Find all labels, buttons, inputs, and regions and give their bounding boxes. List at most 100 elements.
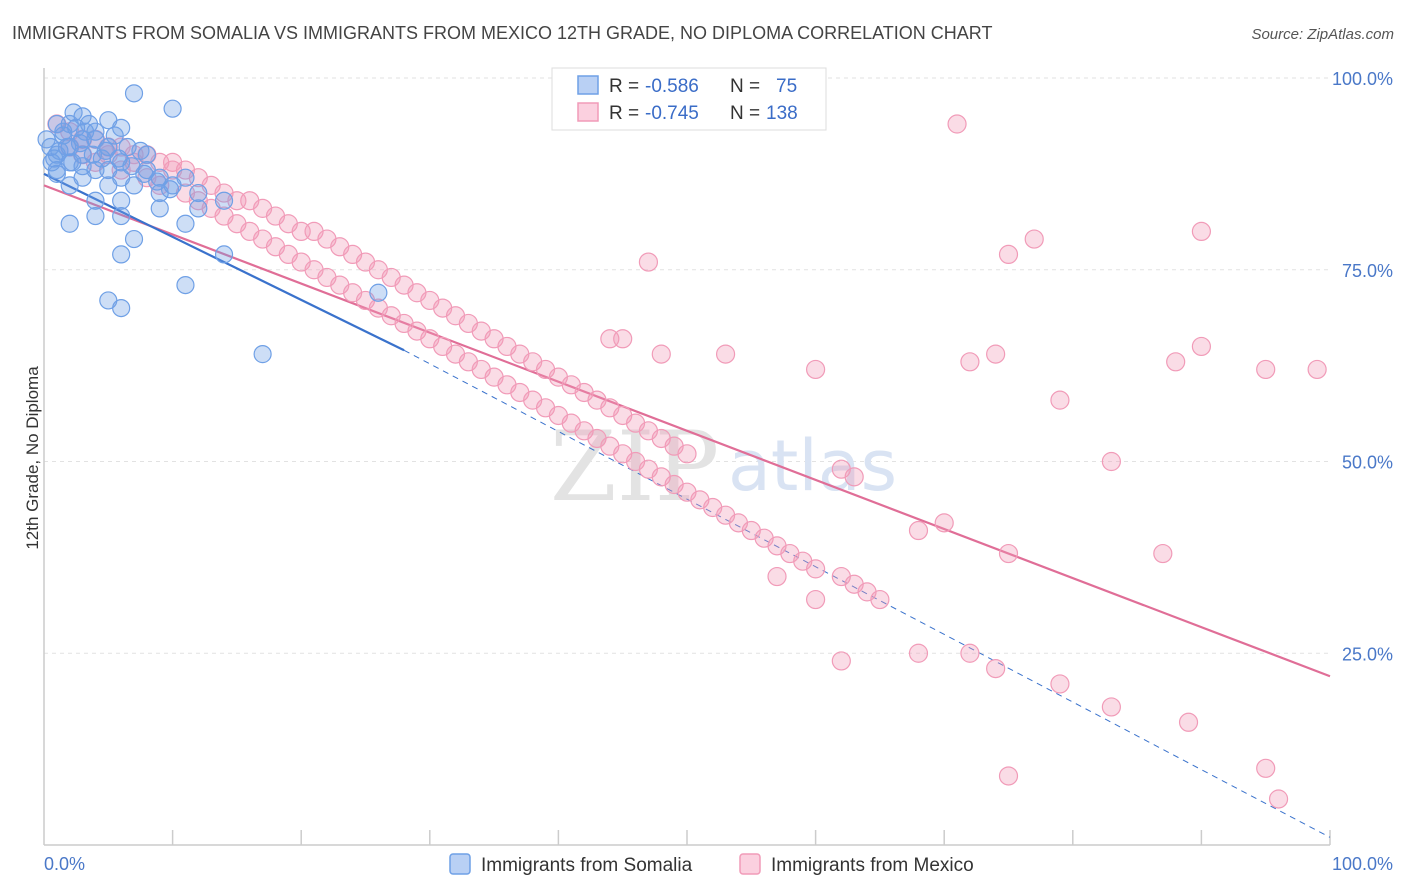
mexico-point-139 xyxy=(986,658,1006,679)
mexico-point-145 xyxy=(1268,789,1289,809)
mexico-point-124 xyxy=(998,543,1019,564)
somalia-point-25 xyxy=(189,199,208,218)
y-tick-label-1: 75.0% xyxy=(1342,261,1393,281)
watermark-atlas: atlas xyxy=(728,425,897,507)
somalia-point-54 xyxy=(124,229,144,249)
somalia-point-34 xyxy=(131,141,150,160)
mexico-point-112 xyxy=(870,589,890,610)
series-legend: Immigrants from Somalia Immigrants from … xyxy=(449,853,974,876)
legend-r-label-somalia: R = xyxy=(609,76,639,97)
x-tick-label-max: 100.0% xyxy=(1332,854,1393,874)
mexico-point-108 xyxy=(805,559,826,579)
somalia-point-23 xyxy=(86,191,105,210)
legend-n-label-mexico: N = xyxy=(730,103,760,124)
mexico-point-142 xyxy=(998,766,1019,786)
somalia-point-68 xyxy=(112,245,131,264)
mexico-point-126 xyxy=(1101,451,1121,472)
mexico-point-137 xyxy=(960,643,980,663)
mexico-point-136 xyxy=(908,520,929,541)
legend-r-mexico: -0.745 xyxy=(645,103,699,124)
somalia-point-56 xyxy=(54,126,73,145)
mexico-point-125 xyxy=(1153,543,1173,564)
mexico-point-114 xyxy=(651,344,671,364)
mexico-point-133 xyxy=(638,252,659,272)
somalia-point-71 xyxy=(112,299,131,318)
mexico-trend-line xyxy=(43,184,1331,678)
somalia-point-51 xyxy=(150,199,169,218)
somalia-point-72 xyxy=(369,283,388,302)
y-tick-label-3: 25.0% xyxy=(1342,644,1393,664)
source-label: Source: ZipAtlas.com xyxy=(1251,26,1394,43)
somalia-point-4 xyxy=(163,99,182,118)
mexico-point-141 xyxy=(1101,697,1121,717)
somalia-point-41 xyxy=(47,164,66,183)
mexico-point-127 xyxy=(1191,336,1212,357)
mexico-point-147 xyxy=(805,589,826,610)
somalia-point-3 xyxy=(124,84,144,103)
bottom-legend-somalia: Immigrants from Somalia xyxy=(481,855,693,876)
somalia-point-64 xyxy=(160,180,180,199)
somalia-point-74 xyxy=(64,103,83,122)
bottom-legend-mexico: Immigrants from Mexico xyxy=(771,855,974,876)
legend-swatch-somalia xyxy=(577,75,599,95)
somalia-trend-extension xyxy=(403,349,1331,838)
bottom-legend-swatch-mexico xyxy=(739,853,761,875)
somalia-point-42 xyxy=(112,168,131,187)
legend-r-label-mexico: R = xyxy=(609,103,639,124)
mexico-point-140 xyxy=(1050,674,1070,694)
gridlines xyxy=(44,77,1330,654)
somalia-point-40 xyxy=(73,157,92,176)
mexico-point-116 xyxy=(805,359,826,380)
mexico-point-143 xyxy=(1178,712,1199,732)
x-tick-label-min: 0.0% xyxy=(44,854,85,874)
mexico-point-122 xyxy=(1307,359,1327,380)
legend-n-label-somalia: N = xyxy=(730,76,760,97)
mexico-point-49 xyxy=(677,444,697,464)
somalia-point-66 xyxy=(42,153,61,172)
mexico-point-146 xyxy=(831,651,851,671)
somalia-point-24 xyxy=(112,191,131,210)
somalia-point-50 xyxy=(112,206,131,226)
mexico-point-132 xyxy=(613,329,633,349)
y-tick-labels: 100.0% 75.0% 50.0% 25.0% xyxy=(1332,69,1393,664)
mexico-point-128 xyxy=(998,244,1019,265)
somalia-point-46 xyxy=(176,168,195,187)
somalia-point-32 xyxy=(105,126,124,145)
somalia-point-65 xyxy=(58,137,77,157)
mexico-point-118 xyxy=(1050,390,1070,410)
mexico-point-138 xyxy=(908,643,929,663)
mexico-point-123 xyxy=(934,513,954,533)
somalia-points xyxy=(37,84,388,364)
legend-swatch-mexico xyxy=(577,102,599,122)
mexico-point-119 xyxy=(986,344,1006,364)
somalia-point-67 xyxy=(76,122,95,141)
mexico-points xyxy=(47,114,1327,809)
mexico-point-129 xyxy=(1024,229,1044,249)
mexico-point-130 xyxy=(1191,221,1212,241)
somalia-point-55 xyxy=(214,245,234,264)
legend-n-somalia: 75 xyxy=(776,76,797,97)
somalia-point-69 xyxy=(176,275,195,295)
y-tick-label-0: 100.0% xyxy=(1332,69,1393,89)
mexico-point-131 xyxy=(947,114,967,134)
chart-title: IMMIGRANTS FROM SOMALIA VS IMMIGRANTS FR… xyxy=(12,23,992,43)
somalia-point-49 xyxy=(86,206,105,226)
mexico-point-115 xyxy=(715,344,736,364)
correlation-legend: R = -0.586 N = 75 R = -0.745 N = 138 xyxy=(551,67,827,131)
mexico-point-117 xyxy=(960,352,980,372)
mexico-point-144 xyxy=(1256,758,1276,778)
somalia-point-47 xyxy=(189,183,208,203)
somalia-point-48 xyxy=(214,191,234,210)
mexico-point-148 xyxy=(767,566,787,587)
legend-r-somalia: -0.586 xyxy=(645,76,699,97)
mexico-point-135 xyxy=(831,459,851,479)
somalia-point-52 xyxy=(176,214,195,233)
x-tick-marks xyxy=(171,830,1331,845)
mexico-point-120 xyxy=(1166,352,1186,372)
y-axis-label: 12th Grade, No Diploma xyxy=(23,366,42,550)
somalia-point-73 xyxy=(253,345,272,364)
y-tick-label-2: 50.0% xyxy=(1342,453,1393,473)
legend-n-mexico: 138 xyxy=(766,103,798,124)
somalia-point-22 xyxy=(60,176,79,195)
